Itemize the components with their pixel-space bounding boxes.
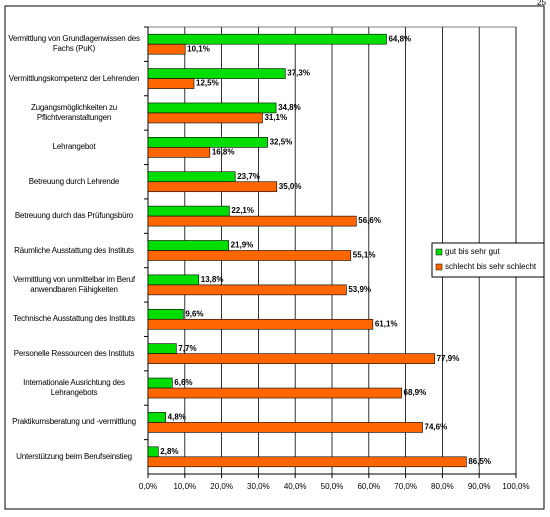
x-tick-label: 20,0%: [210, 482, 233, 491]
category-label: Räumliche Ausstattung des Instituts: [14, 245, 134, 255]
bar: [147, 446, 159, 458]
value-label: 56,6%: [358, 216, 381, 225]
x-tick-label: 70,0%: [394, 482, 417, 491]
x-tick-label: 30,0%: [247, 482, 270, 491]
value-label: 23,7%: [237, 172, 260, 181]
value-label: 61,1%: [375, 319, 398, 328]
value-label: 86,5%: [468, 457, 491, 466]
value-label: 9,6%: [185, 309, 203, 318]
bar: [147, 181, 278, 193]
bar: [147, 274, 200, 286]
value-label: 21,9%: [231, 241, 254, 250]
category-label: Betreuung durch das Prüfungsbüro: [14, 211, 134, 221]
bar: [147, 215, 357, 227]
bar: [147, 308, 184, 320]
value-label: 16,8%: [212, 147, 235, 156]
bar: [147, 137, 268, 148]
x-tick-label: 10,0%: [173, 482, 196, 491]
value-label: 37,3%: [287, 69, 310, 78]
bar: [147, 456, 467, 468]
value-label: 4,8%: [168, 413, 186, 422]
bar: [147, 43, 186, 55]
bar: [147, 78, 195, 89]
bar: [147, 412, 166, 423]
value-label: 74,6%: [425, 423, 448, 432]
bar: [147, 422, 423, 433]
bar: [147, 171, 236, 183]
value-label: 55,1%: [353, 251, 376, 260]
category-label: Vermittlung von unmittelbar im Beruf anw…: [13, 274, 135, 294]
value-label: 6,6%: [174, 378, 192, 387]
x-tick-label: 100,0%: [502, 482, 529, 491]
value-label: 34,8%: [278, 103, 301, 112]
bar: [147, 102, 277, 114]
value-label: 35,0%: [279, 182, 302, 191]
x-tick-label: 60,0%: [357, 482, 380, 491]
category-label: Personelle Ressourcen des Instituts: [13, 348, 135, 358]
value-label: 32,5%: [270, 137, 293, 146]
category-label: Unterstützung beim Berufseinstieg: [16, 451, 132, 461]
value-label: 77,9%: [437, 354, 460, 363]
bar: [147, 205, 230, 217]
bar: [147, 68, 286, 79]
bar: [147, 250, 352, 261]
category-label: Vermittlungskompetenz der Lehrenden: [8, 73, 140, 83]
value-label: 13,8%: [201, 275, 224, 284]
page-number: 25: [537, 0, 546, 7]
bar: [147, 353, 435, 364]
value-label: 7,7%: [178, 344, 196, 353]
category-label: Zugangsmöglichkeiten zu Pflichtveranstal…: [30, 102, 118, 122]
legend-label: gut bis sehr gut: [445, 247, 500, 256]
value-label: 53,9%: [348, 285, 371, 294]
category-label: Betreuung durch Lehrende: [28, 176, 120, 186]
legend-label: schlecht bis sehr schlecht: [445, 262, 537, 271]
legend-swatch: [435, 248, 443, 256]
bar: [147, 240, 229, 251]
x-tick-label: 0,0%: [139, 482, 157, 491]
bar: [147, 284, 347, 296]
bar: [147, 112, 263, 124]
legend: [431, 242, 545, 278]
category-label: Praktikumsberatung und -vermittlung: [12, 417, 136, 427]
x-tick-label: 90,0%: [468, 482, 491, 491]
value-label: 64,8%: [388, 34, 411, 43]
value-label: 22,1%: [231, 206, 254, 215]
category-label: Technische Ausstattung des Instituts: [13, 314, 135, 324]
value-label: 31,1%: [264, 113, 287, 122]
value-label: 12,5%: [196, 79, 219, 88]
category-label: Vermittlung von Grundlagenwissen des Fac…: [8, 34, 140, 54]
value-label: 68,9%: [404, 388, 427, 397]
value-label: 10,1%: [187, 44, 210, 53]
x-tick-label: 50,0%: [321, 482, 344, 491]
bar: [147, 343, 177, 354]
category-label: Internationale Ausrichtung des Lehrangeb…: [23, 378, 125, 398]
bar: [147, 33, 387, 45]
category-label: Lehrangebot: [52, 142, 96, 152]
value-label: 2,8%: [160, 447, 178, 456]
x-tick-label: 40,0%: [284, 482, 307, 491]
bar: [147, 377, 173, 389]
legend-swatch: [435, 263, 443, 271]
bar: [147, 387, 402, 399]
x-tick-label: 80,0%: [431, 482, 454, 491]
bar: [147, 147, 211, 158]
bar: [147, 318, 374, 330]
